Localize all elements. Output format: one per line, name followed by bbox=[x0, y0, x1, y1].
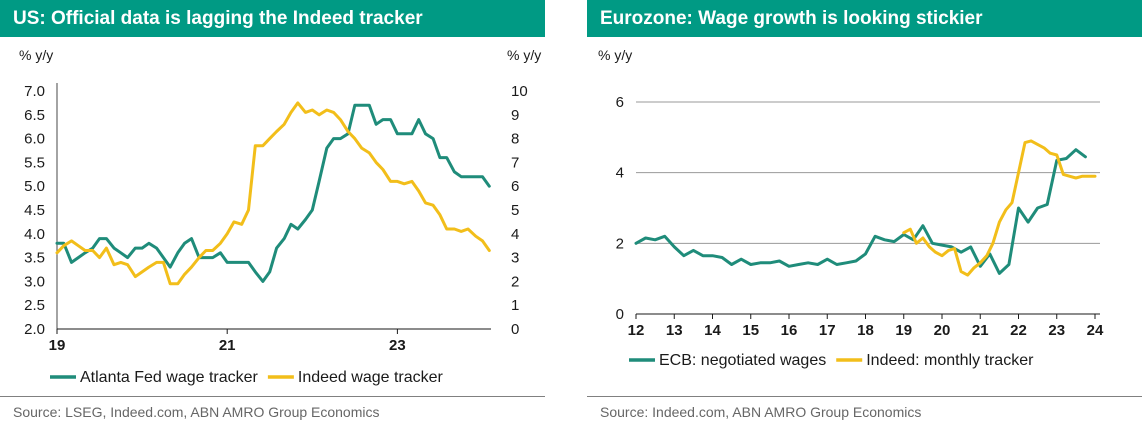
y-tick-label: 3.5 bbox=[24, 250, 45, 267]
x-tick-label: 21 bbox=[972, 322, 989, 339]
series-line-1 bbox=[634, 148, 1087, 275]
y-tick-label: 6 bbox=[616, 94, 624, 111]
series-line-1 bbox=[55, 103, 491, 283]
source-divider bbox=[0, 396, 545, 397]
us-wage-chart: % y/y % y/y 2.0 2.5 3.0 3.5 4.0 4.5 5.0 5.5 6.0 6.5… bbox=[19, 47, 541, 386]
x-tick-label: 13 bbox=[666, 322, 683, 339]
y2-tick-label: 4 bbox=[511, 226, 519, 243]
y-tick-label: 7.0 bbox=[24, 83, 45, 100]
y2-tick-label: 2 bbox=[511, 273, 519, 290]
left-axis-unit: % y/y bbox=[19, 47, 53, 63]
y-tick-label: 0 bbox=[616, 306, 624, 323]
y-tick-label: 4.0 bbox=[24, 226, 45, 243]
x-tick-label: 19 bbox=[49, 337, 66, 354]
y-tick-label: 6.5 bbox=[24, 107, 45, 124]
y-tick-label: 6.0 bbox=[24, 131, 45, 148]
y-tick-label: 2.0 bbox=[24, 321, 45, 338]
y-tick-label: 2.5 bbox=[24, 297, 45, 314]
y2-tick-label: 6 bbox=[511, 178, 519, 195]
series-line-2 bbox=[55, 101, 491, 286]
y2-tick-label: 3 bbox=[511, 250, 519, 267]
source-note: Source: LSEG, Indeed.com, ABN AMRO Group… bbox=[13, 404, 380, 420]
right-axis-unit: % y/y bbox=[507, 47, 541, 63]
x-tick-label: 19 bbox=[895, 322, 912, 339]
x-tick-label: 12 bbox=[628, 322, 645, 339]
x-tick-label: 23 bbox=[389, 337, 406, 354]
chart-title: US: Official data is lagging the Indeed … bbox=[0, 0, 545, 37]
x-tick-label: 24 bbox=[1087, 322, 1104, 339]
y2-tick-label: 0 bbox=[511, 321, 519, 338]
chart-title: Eurozone: Wage growth is looking stickie… bbox=[587, 0, 1142, 37]
x-tick-label: 17 bbox=[819, 322, 836, 339]
series-line-2 bbox=[902, 139, 1097, 277]
left-axis-unit: % y/y bbox=[598, 47, 632, 63]
legend-label-1: Atlanta Fed wage tracker bbox=[80, 369, 259, 386]
y2-tick-label: 8 bbox=[511, 131, 519, 148]
source-divider bbox=[587, 396, 1142, 397]
x-tick-label: 16 bbox=[781, 322, 798, 339]
y-tick-label: 4.5 bbox=[24, 202, 45, 219]
y-tick-label: 2 bbox=[616, 235, 624, 252]
y2-tick-label: 10 bbox=[511, 83, 528, 100]
x-tick-label: 15 bbox=[742, 322, 759, 339]
x-tick-label: 14 bbox=[704, 322, 721, 339]
legend-label-2: Indeed wage tracker bbox=[298, 369, 444, 386]
y2-tick-label: 7 bbox=[511, 154, 519, 171]
legend-label-2: Indeed: monthly tracker bbox=[866, 352, 1034, 369]
x-tick-label: 18 bbox=[857, 322, 874, 339]
source-note: Source: Indeed.com, ABN AMRO Group Econo… bbox=[600, 404, 922, 420]
eurozone-chart-panel: Eurozone: Wage growth is looking stickie… bbox=[587, 0, 1147, 427]
y2-tick-label: 9 bbox=[511, 107, 519, 124]
y-tick-label: 5.0 bbox=[24, 178, 45, 195]
y-tick-label: 5.5 bbox=[24, 154, 45, 171]
y2-tick-label: 1 bbox=[511, 297, 519, 314]
y-tick-label: 4 bbox=[616, 165, 624, 182]
x-tick-label: 21 bbox=[219, 337, 236, 354]
y-tick-label: 3.0 bbox=[24, 273, 45, 290]
y2-tick-label: 5 bbox=[511, 202, 519, 219]
legend-label-1: ECB: negotiated wages bbox=[659, 352, 826, 369]
x-tick-label: 22 bbox=[1010, 322, 1027, 339]
us-chart-panel: US: Official data is lagging the Indeed … bbox=[0, 0, 560, 427]
x-tick-label: 20 bbox=[934, 322, 951, 339]
x-tick-label: 23 bbox=[1048, 322, 1065, 339]
